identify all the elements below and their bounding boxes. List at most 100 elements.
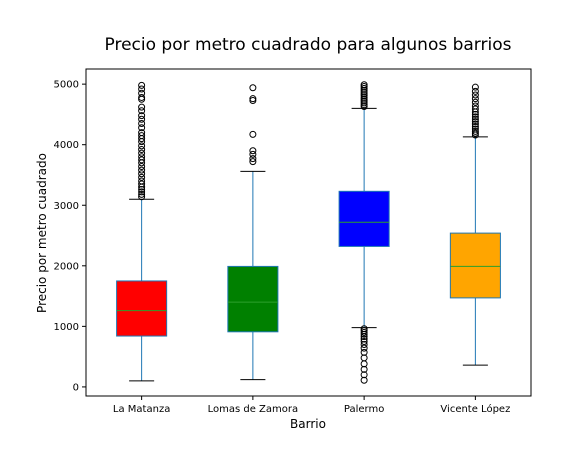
box-group (116, 81, 168, 382)
outlier-point (138, 190, 146, 198)
outlier-point (249, 155, 257, 163)
outlier-point (471, 120, 479, 128)
outlier-point (360, 338, 368, 345)
x-axis-label: Barrio (290, 417, 326, 431)
outlier-point (249, 158, 257, 166)
outlier-point (471, 102, 479, 110)
outlier-point (360, 341, 368, 349)
y-tick-label: 2000 (54, 261, 79, 272)
outlier-point (360, 95, 368, 103)
outlier-point (471, 127, 479, 135)
outlier-point (360, 97, 368, 105)
outlier-point (138, 146, 146, 154)
outlier-point (138, 132, 146, 140)
outlier-point (138, 129, 146, 137)
outlier-point (360, 84, 368, 92)
outlier-point (360, 335, 368, 343)
outlier-point (138, 186, 146, 194)
outlier-point (138, 188, 146, 196)
box-group (449, 83, 501, 366)
box-iqr (116, 280, 168, 337)
outlier-point (360, 348, 368, 356)
outlier-point (360, 330, 368, 338)
outlier-point (138, 156, 146, 164)
y-tick-label: 5000 (54, 80, 79, 91)
outlier-point (471, 115, 479, 123)
outlier-point (138, 162, 146, 170)
x-tick-label: Palermo (344, 404, 384, 415)
outlier-point (249, 150, 257, 158)
outlier-point (471, 110, 479, 118)
outlier-point (471, 129, 479, 137)
y-axis-label: Precio por metro cuadrado (35, 153, 49, 313)
outlier-point (360, 83, 368, 91)
y-tick-label: 0 (73, 382, 79, 393)
x-tick-label: La Matanza (113, 404, 170, 415)
x-tick-label: Vicente López (440, 403, 510, 415)
outlier-point (360, 88, 368, 96)
box-iqr (338, 190, 390, 247)
outlier-point (138, 149, 146, 157)
outlier-point (138, 180, 146, 188)
outlier-point (471, 123, 479, 131)
outlier-point (360, 371, 368, 379)
outlier-point (360, 90, 368, 98)
outlier-point (360, 344, 368, 352)
outlier-point (138, 81, 146, 89)
outlier-point (360, 86, 368, 94)
outlier-point (471, 98, 479, 106)
y-tick-label: 4000 (54, 140, 79, 151)
outlier-point (138, 107, 146, 115)
x-axis: La Matanza Lomas de Zamora Palermo Vicente … (113, 396, 510, 415)
outlier-point (249, 147, 257, 155)
outlier-point (471, 95, 479, 103)
outlier-point (138, 153, 146, 161)
outlier-point (471, 113, 479, 121)
outlier-point (471, 118, 479, 126)
outlier-point (249, 84, 257, 92)
x-tick-label: Lomas de Zamora (208, 404, 299, 415)
outlier-point (471, 105, 479, 113)
outlier-point (360, 93, 368, 101)
outlier-point (249, 130, 257, 138)
y-tick-label: 1000 (54, 322, 79, 333)
outlier-point (138, 173, 146, 181)
outlier-point (360, 99, 368, 107)
outlier-point (138, 193, 146, 201)
outlier-point (249, 96, 257, 104)
outlier-point (138, 120, 146, 127)
outlier-point (360, 101, 368, 109)
outlier-point (360, 327, 368, 335)
outlier-point (138, 115, 146, 123)
outlier-point (471, 83, 479, 91)
outlier-point (138, 142, 146, 150)
outlier-point (360, 328, 368, 336)
outlier-point (360, 354, 368, 362)
outlier-point (360, 376, 368, 384)
outlier-point (360, 365, 368, 373)
outlier-point (138, 177, 146, 185)
plot-area (116, 81, 501, 384)
box-group (227, 84, 279, 381)
outlier-point (138, 170, 146, 178)
outlier-point (360, 325, 368, 333)
outlier-point (138, 85, 146, 93)
outlier-point (138, 93, 146, 101)
box-iqr (227, 265, 279, 333)
y-axis: 0 1000 2000 3000 4000 5000 (54, 80, 86, 393)
outlier-point (138, 124, 146, 132)
chart-title: Precio por metro cuadrado para algunos b… (105, 35, 512, 55)
outlier-point (471, 125, 479, 133)
y-tick-label: 3000 (54, 201, 79, 212)
outlier-point (360, 103, 368, 111)
outlier-point (471, 91, 479, 99)
box-iqr (449, 232, 501, 299)
outlier-point (138, 112, 146, 120)
outlier-point (138, 103, 146, 111)
outlier-point (360, 81, 368, 89)
box-group (338, 81, 390, 384)
outlier-point (138, 89, 146, 97)
outlier-point (138, 166, 146, 174)
plot-frame (85, 68, 532, 397)
